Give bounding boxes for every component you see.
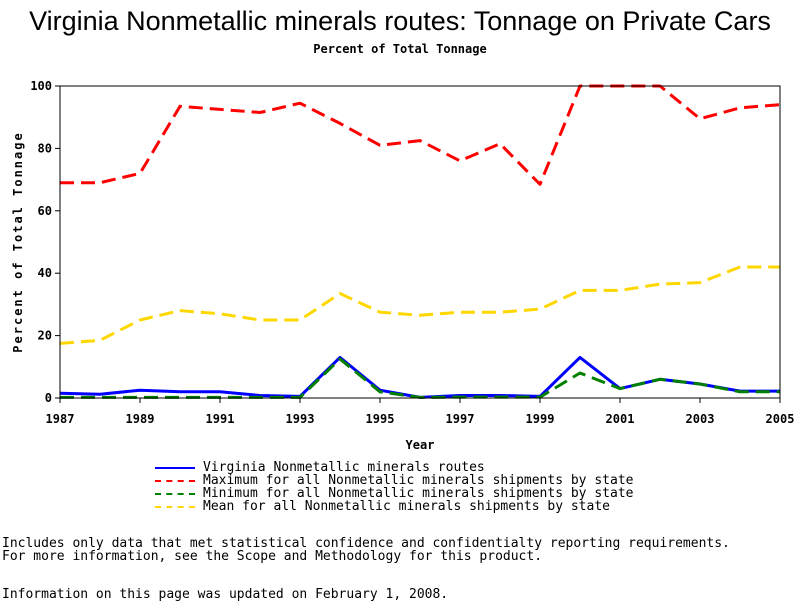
x-tick-label: 2003: [686, 412, 715, 426]
y-tick-label: 40: [38, 266, 52, 280]
x-tick-label: 1995: [366, 412, 395, 426]
x-tick-label: 1999: [526, 412, 555, 426]
x-axis-title: Year: [406, 438, 435, 452]
x-tick-label: 1993: [286, 412, 315, 426]
legend-swatch: [155, 506, 195, 508]
y-axis-title: Percent of Total Tonnage: [11, 131, 25, 352]
legend-label: Maximum for all Nonmetallic minerals shi…: [203, 473, 634, 488]
series-line-4: [59, 265, 780, 345]
legend-label: Mean for all Nonmetallic minerals shipme…: [203, 499, 610, 514]
chart-title: Virginia Nonmetallic minerals routes: To…: [29, 6, 771, 36]
legend-swatch: [155, 467, 195, 469]
series-line-2: [60, 84, 781, 186]
y-tick-label: 20: [38, 329, 52, 343]
x-tick-label: 1991: [206, 412, 235, 426]
chart-subtitle: Percent of Total Tonnage: [313, 42, 487, 56]
legend-swatch: [155, 493, 195, 495]
y-tick-label: 80: [38, 141, 52, 155]
x-tick-label: 2005: [766, 412, 795, 426]
y-tick-label: 100: [30, 79, 52, 93]
y-tick-label: 0: [45, 391, 52, 405]
legend-label: Minimum for all Nonmetallic minerals shi…: [203, 486, 634, 501]
footnote-updated: Information on this page was updated on …: [2, 587, 449, 602]
line-chart: 1987 1989 1991 1993 1995 1997 1999 2001 2003 2005…: [11, 79, 795, 452]
series-line-3: [60, 357, 780, 399]
y-tick-label: 60: [38, 204, 52, 218]
x-tick-label: 1987: [46, 412, 75, 426]
footnote-methodology: For more information, see the Scope and …: [2, 549, 543, 564]
footnote-confidence: Includes only data that met statistical …: [2, 536, 730, 551]
series-line-1: [59, 355, 780, 399]
legend-label: Virginia Nonmetallic minerals routes: [203, 460, 485, 475]
x-tick-label: 2001: [606, 412, 635, 426]
x-tick-label: 1997: [446, 412, 475, 426]
legend-swatch: [155, 480, 195, 482]
x-tick-label: 1989: [126, 412, 155, 426]
plot-frame: [59, 85, 781, 399]
